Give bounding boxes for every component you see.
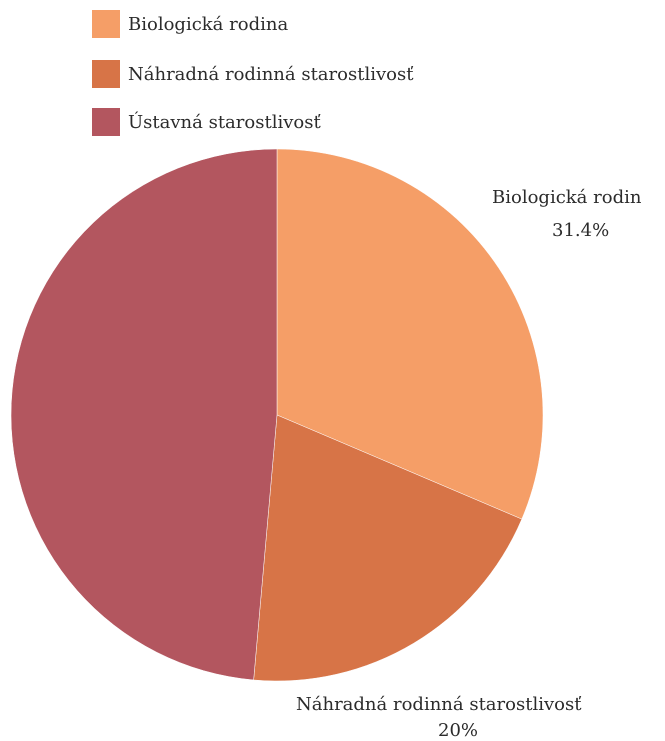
slice-label-foster-care-value: 20% [438,720,478,741]
legend-label-institutional-care: Ústavná starostlivosť [128,110,321,133]
slice-label-biological-family-value: 31.4% [552,220,609,241]
slice-label-foster-care-name: Náhradná rodinná starostlivosť [296,694,582,715]
slice-labels: Biologická rodin 31.4% Náhradná rodinná … [296,187,642,741]
pie-slice-biological-family [276,148,544,520]
legend-swatch-biological-family [92,10,120,38]
legend-label-foster-care: Náhradná rodinná starostlivosť [128,64,414,85]
legend-swatch-foster-care [92,60,120,88]
pie-slice-institutional-care [10,148,278,681]
legend-label-biological-family: Biologická rodina [128,14,288,35]
legend-swatch-institutional-care [92,108,120,136]
slice-label-biological-family-name: Biologická rodin [492,187,642,208]
legend: Biologická rodina Náhradná rodinná staro… [92,10,414,136]
pie-slices [10,148,544,682]
pie-slice-foster-care [253,414,523,682]
